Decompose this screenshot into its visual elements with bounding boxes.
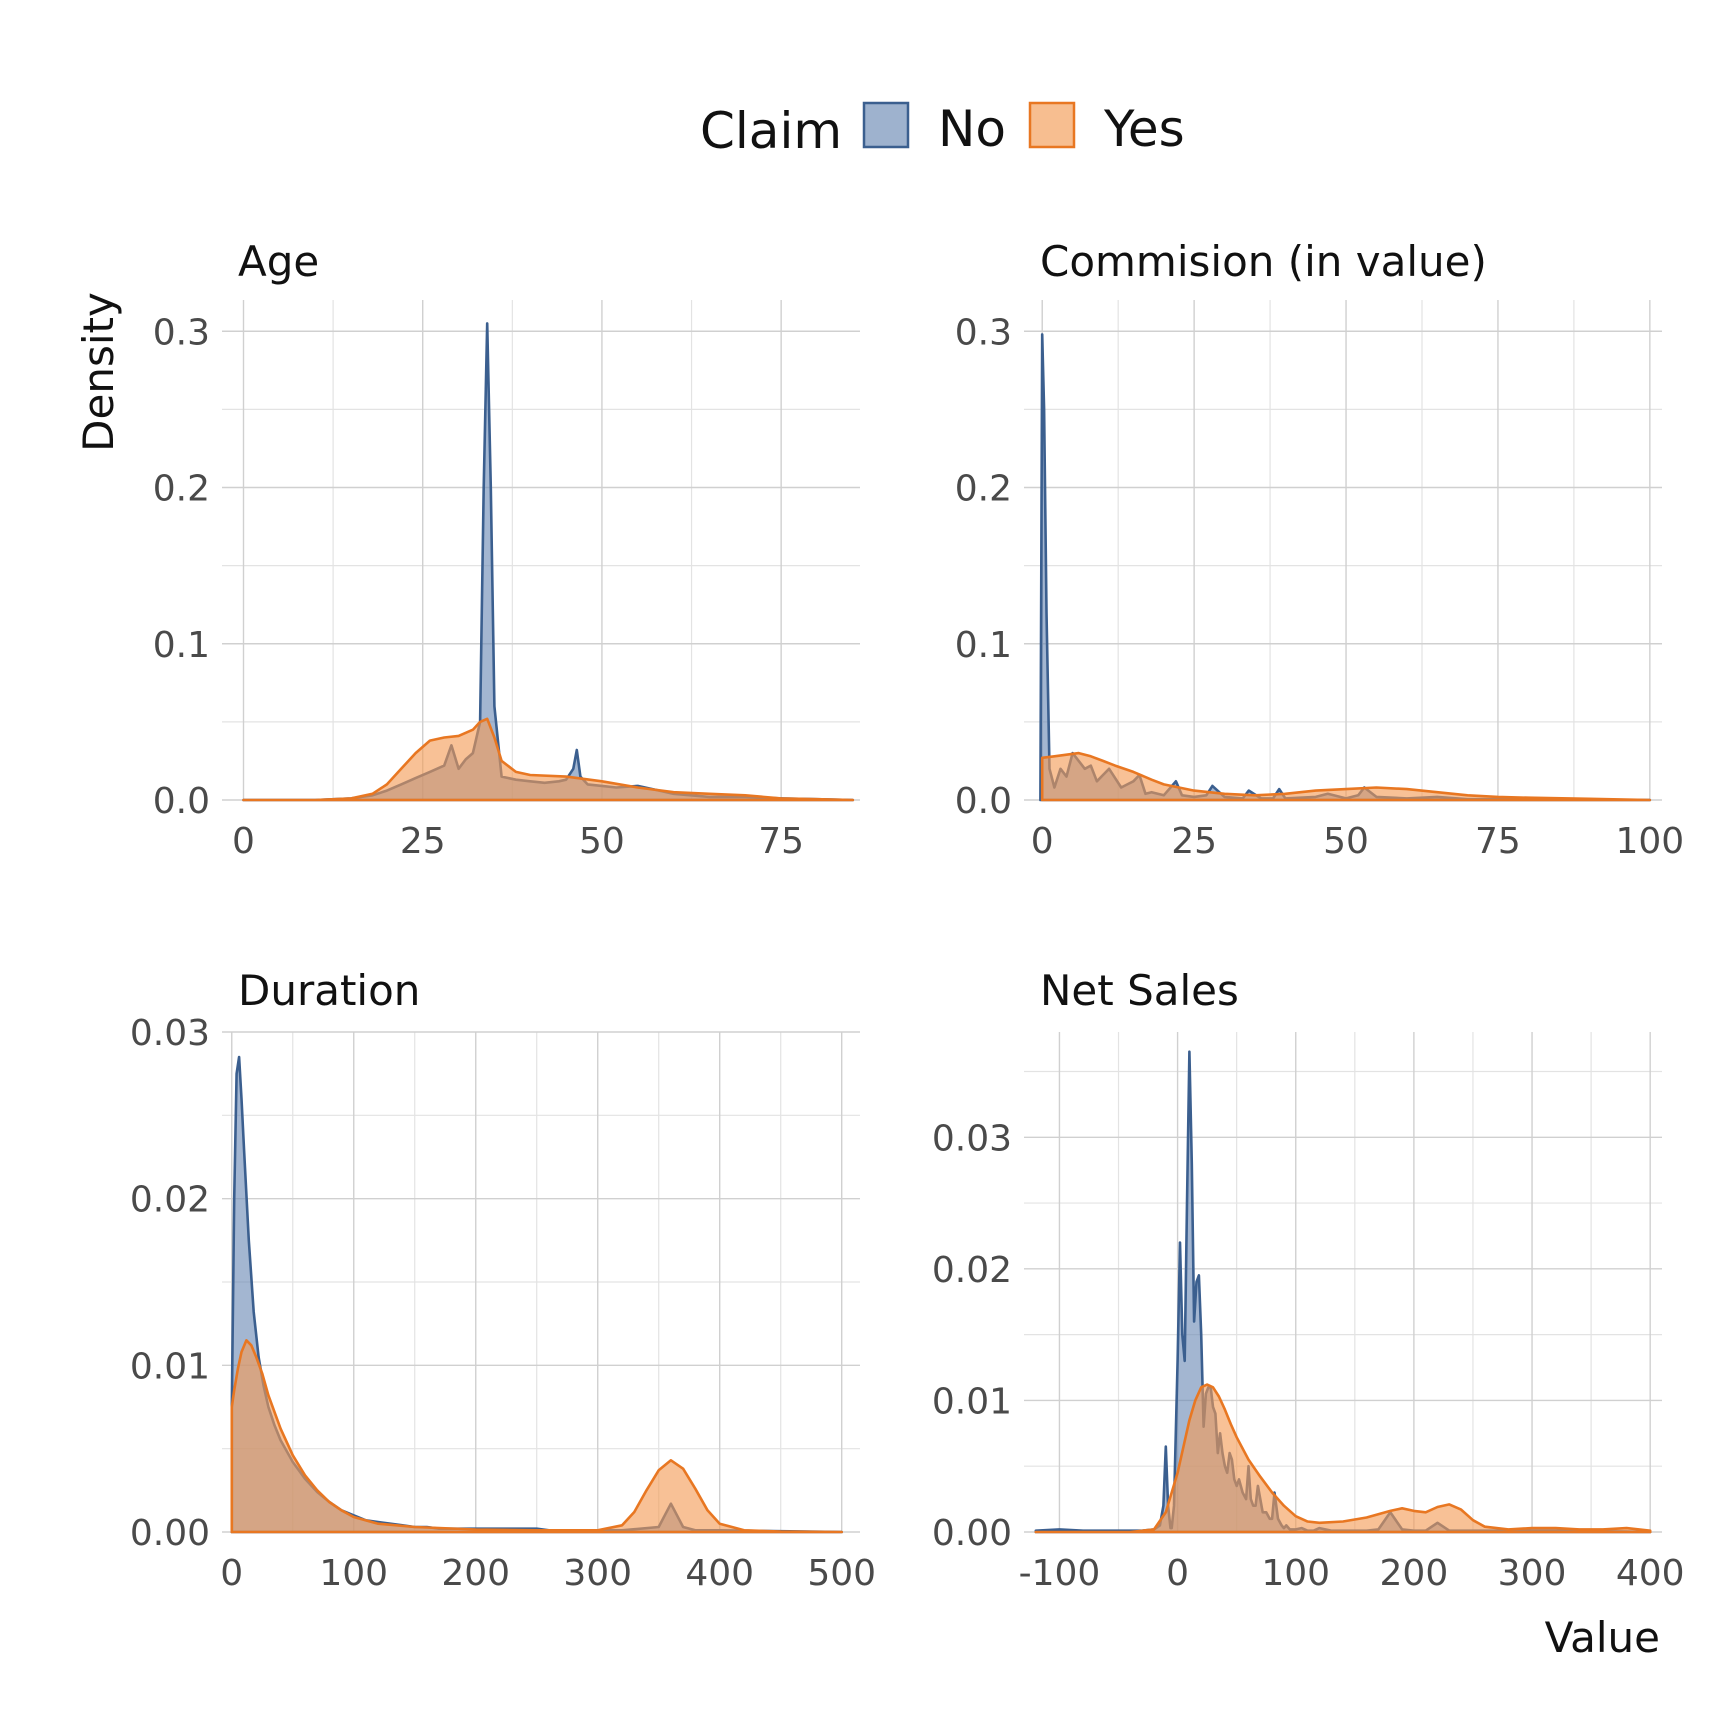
legend-label-no: No	[938, 100, 1006, 158]
x-tick-label: 0	[220, 1553, 243, 1594]
y-tick-label: 0.2	[955, 469, 1012, 510]
x-tick-label: 25	[1171, 821, 1217, 862]
y-tick-label: 0.01	[932, 1381, 1012, 1422]
x-tick-label: 50	[579, 821, 625, 862]
x-tick-label: 100	[1615, 821, 1684, 862]
panel-duration: 0 100 200 300 400 500 0.00 0.01 0.02 0.03 Duration	[130, 966, 876, 1594]
x-tick-label: 400	[1616, 1553, 1685, 1594]
legend-key-yes	[1028, 101, 1076, 149]
x-tick-label: 300	[1498, 1553, 1567, 1594]
y-tick-label: 0.03	[130, 1013, 210, 1054]
x-tick-label: 50	[1323, 821, 1369, 862]
x-axis-title: Value	[1545, 1613, 1660, 1662]
x-tick-label: 75	[758, 821, 804, 862]
panel-age: 0 25 50 75 0.0 0.1 0.2 0.3 Age	[153, 237, 860, 862]
x-tick-label: 0	[232, 821, 255, 862]
y-axis-title: Density	[74, 292, 123, 452]
x-tick-label: 200	[1380, 1553, 1449, 1594]
x-tick-label: -100	[1019, 1553, 1101, 1594]
density-area-no	[1039, 333, 1652, 802]
y-tick-label: 0.00	[932, 1513, 1012, 1554]
legend-label-yes: Yes	[1103, 100, 1185, 158]
y-tick-label: 0.3	[955, 312, 1012, 353]
density-area-yes	[1034, 1383, 1652, 1534]
legend: Claim No Yes	[700, 100, 1185, 160]
density-area-no	[242, 322, 855, 802]
x-tick-label: 100	[319, 1553, 388, 1594]
facet-title-age: Age	[238, 237, 319, 286]
y-tick-label: 0.00	[130, 1513, 210, 1554]
density-area-yes	[230, 1339, 843, 1534]
x-tick-label: 500	[807, 1553, 876, 1594]
y-tick-label: 0.02	[130, 1180, 210, 1221]
y-tick-label: 0.01	[130, 1346, 210, 1387]
x-tick-label: 300	[563, 1553, 632, 1594]
y-tick-label: 0.1	[955, 625, 1012, 666]
y-tick-label: 0.0	[955, 781, 1012, 822]
y-tick-label: 0.02	[932, 1250, 1012, 1291]
panel-net-sales: -100 0 100 200 300 400 0.00 0.01 0.02 0.03 Net Sal…	[932, 966, 1685, 1594]
facet-title-net-sales: Net Sales	[1040, 966, 1239, 1015]
density-area-no	[1034, 1050, 1652, 1534]
x-tick-label: 0	[1166, 1553, 1189, 1594]
y-tick-label: 0.0	[153, 781, 210, 822]
legend-title: Claim	[700, 102, 842, 160]
x-tick-label: 400	[685, 1553, 754, 1594]
y-tick-label: 0.3	[153, 312, 210, 353]
facet-title-commision: Commision (in value)	[1040, 237, 1487, 286]
density-area-yes	[1040, 751, 1652, 802]
x-tick-label: 200	[441, 1553, 510, 1594]
y-tick-label: 0.03	[932, 1118, 1012, 1159]
y-tick-label: 0.1	[153, 625, 210, 666]
legend-key-no	[862, 101, 910, 149]
facet-title-duration: Duration	[238, 966, 420, 1015]
x-tick-label: 75	[1475, 821, 1521, 862]
x-tick-label: 25	[400, 821, 446, 862]
x-tick-label: 100	[1261, 1553, 1330, 1594]
x-tick-label: 0	[1031, 821, 1054, 862]
panel-commision: 0 25 50 75 100 0.0 0.1 0.2 0.3 Commision (in valu…	[955, 237, 1684, 862]
density-area-yes	[242, 717, 855, 802]
y-tick-label: 0.2	[153, 469, 210, 510]
